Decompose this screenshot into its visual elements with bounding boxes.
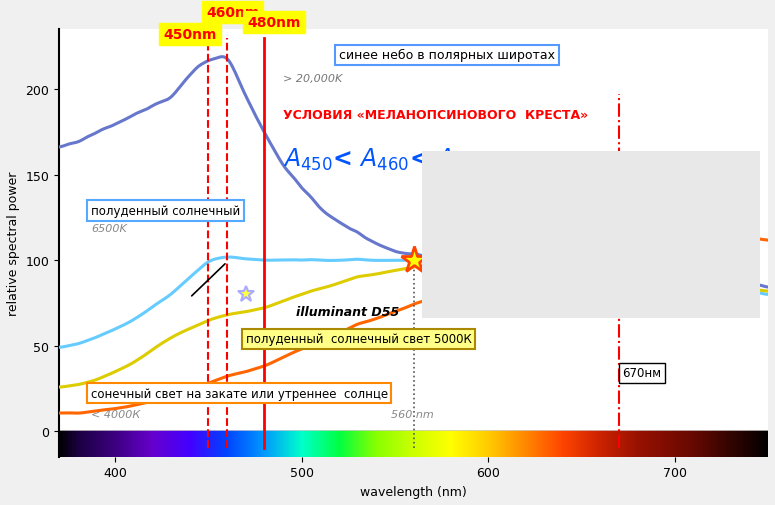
X-axis label: wavelength (nm): wavelength (nm) xyxy=(360,485,467,498)
Text: > 20,000K: > 20,000K xyxy=(283,74,343,83)
Text: < 4000К: < 4000К xyxy=(91,410,140,420)
Text: синее небо в полярных широтах: синее небо в полярных широтах xyxy=(339,49,555,62)
Y-axis label: relative spectral power: relative spectral power xyxy=(7,172,20,316)
Text: сонечный свет на закате или утреннее  солнце: сонечный свет на закате или утреннее сол… xyxy=(91,387,388,400)
Text: 560 nm: 560 nm xyxy=(391,410,434,420)
Text: 670нм: 670нм xyxy=(622,367,662,380)
Text: 480nm: 480nm xyxy=(247,16,301,30)
Text: 460nm: 460nm xyxy=(206,6,259,20)
Text: $A_{450}$< $A_{460}$< $A_{480}$: $A_{450}$< $A_{460}$< $A_{480}$ xyxy=(283,147,486,173)
Text: 450nm: 450nm xyxy=(163,28,216,42)
Text: полуденный  солнечный свет 5000К: полуденный солнечный свет 5000К xyxy=(246,333,471,345)
Text: УСЛОВИЯ «МЕЛАНОПСИНОВОГО  КРЕСТА»: УСЛОВИЯ «МЕЛАНОПСИНОВОГО КРЕСТА» xyxy=(283,109,588,122)
Text: полуденный солнечный: полуденный солнечный xyxy=(91,205,240,218)
Text: illuminant D55: illuminant D55 xyxy=(296,306,399,318)
Bar xyxy=(59,431,768,457)
Text: 6500K: 6500K xyxy=(91,224,126,234)
